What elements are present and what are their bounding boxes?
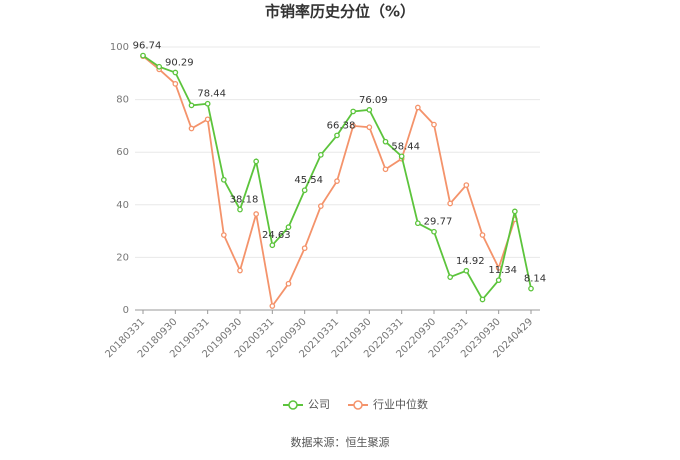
data-point	[237, 206, 243, 213]
y-tick-label: 0	[123, 305, 129, 316]
data-label: 11.34	[488, 265, 517, 276]
data-label: 96.74	[133, 41, 162, 52]
data-point	[172, 80, 179, 87]
data-point	[301, 187, 308, 194]
data-point	[317, 203, 324, 209]
data-point	[285, 224, 292, 231]
data-point	[220, 176, 227, 183]
data-label: 90.29	[165, 58, 194, 69]
data-point	[382, 138, 389, 145]
data-point	[140, 52, 146, 59]
data-label: 24.63	[262, 230, 291, 241]
data-point	[172, 69, 179, 76]
y-tick-label: 60	[116, 147, 129, 158]
data-label: 45.54	[294, 175, 323, 186]
data-point	[366, 107, 373, 113]
data-point	[495, 277, 502, 284]
data-point	[479, 296, 486, 303]
data-point	[204, 100, 211, 107]
data-point	[253, 158, 260, 165]
data-point	[317, 151, 324, 158]
data-point	[204, 116, 211, 123]
y-tick-label: 40	[116, 200, 129, 211]
data-label: 66.38	[327, 120, 356, 131]
data-label: 78.44	[197, 89, 226, 100]
y-tick-label: 20	[116, 252, 129, 263]
source-note: 数据来源：恒生聚源	[291, 435, 390, 449]
data-point	[156, 63, 163, 70]
legend-label: 行业中位数	[373, 397, 428, 411]
data-label: 38.18	[230, 195, 259, 206]
data-point	[301, 245, 308, 252]
data-label: 29.77	[424, 217, 453, 228]
y-tick-label: 80	[116, 95, 129, 106]
data-label: 8.14	[524, 274, 546, 285]
data-label: 58.44	[391, 141, 420, 152]
data-point	[237, 267, 243, 274]
data-point	[447, 200, 454, 207]
legend-label: 公司	[308, 398, 330, 411]
data-point	[350, 123, 357, 129]
series-line	[142, 55, 516, 309]
legend-marker	[288, 400, 298, 410]
data-point	[253, 211, 260, 217]
data-point	[269, 242, 276, 249]
data-point	[188, 102, 195, 109]
data-point	[366, 124, 373, 131]
data-point	[188, 125, 195, 132]
data-point	[414, 220, 421, 227]
data-point	[528, 285, 534, 292]
data-point	[463, 182, 470, 188]
data-point	[350, 108, 357, 115]
data-label: 76.09	[359, 95, 388, 106]
data-point	[431, 121, 437, 128]
data-point	[285, 280, 292, 287]
data-label: 14.92	[456, 256, 485, 267]
data-point	[269, 303, 276, 309]
data-point	[382, 166, 389, 173]
chart-title: 市销率历史分位（%）	[265, 3, 415, 21]
data-point	[447, 274, 454, 280]
data-point	[334, 132, 340, 139]
data-point	[398, 153, 405, 160]
data-point	[431, 228, 437, 235]
legend-marker	[353, 400, 363, 410]
data-point	[463, 267, 470, 274]
data-point	[334, 178, 340, 184]
data-point	[511, 208, 518, 215]
data-point	[414, 104, 421, 111]
data-point	[479, 232, 486, 238]
data-point	[220, 232, 227, 238]
y-tick-label: 100	[110, 42, 129, 53]
